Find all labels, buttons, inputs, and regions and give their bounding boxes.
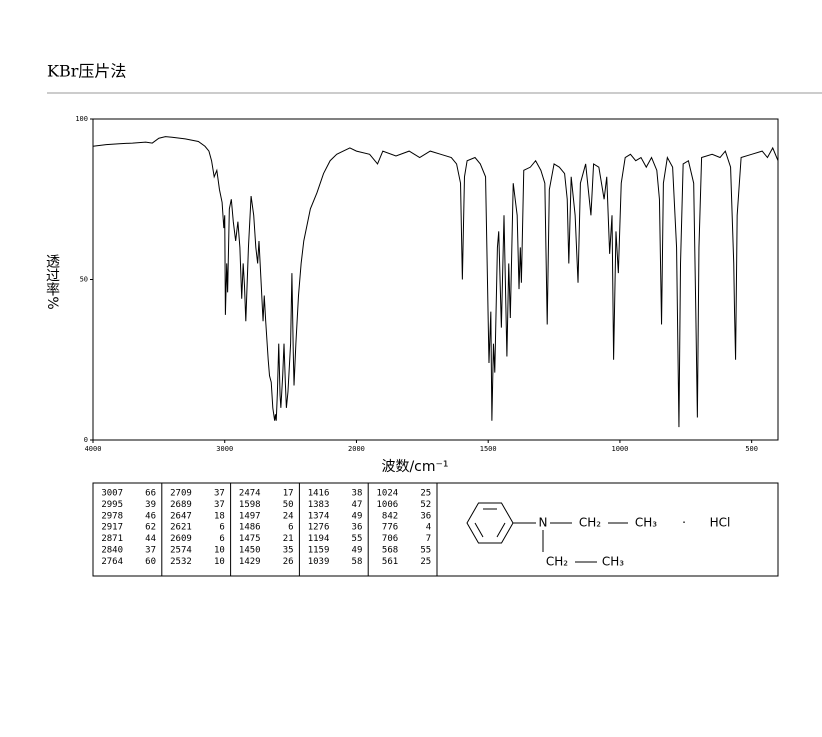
- peak-transmittance: 44: [145, 534, 156, 544]
- peak-wavenumber: 1486: [239, 523, 261, 533]
- x-tick-label: 1000: [611, 445, 628, 453]
- peak-wavenumber: 2917: [101, 523, 123, 533]
- peak-wavenumber: 2871: [101, 534, 123, 544]
- peak-transmittance: 17: [283, 489, 294, 499]
- peak-wavenumber: 3007: [101, 489, 123, 499]
- peak-wavenumber: 842: [382, 511, 398, 521]
- peak-wavenumber: 1429: [239, 557, 261, 567]
- atom-label: N: [539, 516, 548, 530]
- peak-transmittance: 4: [426, 523, 431, 533]
- peak-transmittance: 10: [214, 546, 225, 556]
- peak-wavenumber: 568: [382, 546, 398, 556]
- structure: [466, 502, 628, 563]
- peak-transmittance: 37: [145, 546, 156, 556]
- peak-transmittance: 52: [420, 500, 431, 510]
- x-tick-label: 3000: [216, 445, 233, 453]
- peak-transmittance: 37: [214, 500, 225, 510]
- peak-wavenumber: 2764: [101, 557, 123, 567]
- peak-wavenumber: 706: [382, 534, 398, 544]
- peak-transmittance: 6: [219, 534, 224, 544]
- peak-transmittance: 36: [352, 523, 363, 533]
- x-tick-label: 4000: [85, 445, 102, 453]
- peak-transmittance: 6: [219, 523, 224, 533]
- peak-transmittance: 55: [420, 546, 431, 556]
- peak-transmittance: 66: [145, 489, 156, 499]
- peak-transmittance: 49: [352, 511, 363, 521]
- peak-transmittance: 21: [283, 534, 294, 544]
- page-title: KBr压片法: [47, 62, 126, 81]
- group-label: CH₃: [635, 516, 657, 530]
- y-tick-label: 100: [75, 115, 88, 123]
- peak-wavenumber: 1159: [308, 546, 330, 556]
- peak-transmittance: 46: [145, 511, 156, 521]
- peak-wavenumber: 1276: [308, 523, 330, 533]
- peak-transmittance: 35: [283, 546, 294, 556]
- peak-transmittance: 58: [352, 557, 363, 567]
- peak-wavenumber: 1374: [308, 511, 330, 521]
- peak-transmittance: 37: [214, 489, 225, 499]
- peak-transmittance: 10: [214, 557, 225, 567]
- x-axis-label: 波数/cm⁻¹: [381, 459, 448, 475]
- peak-wavenumber: 2532: [170, 557, 192, 567]
- peak-transmittance: 25: [420, 557, 431, 567]
- peak-transmittance: 24: [283, 511, 294, 521]
- peak-wavenumber: 1194: [308, 534, 330, 544]
- y-tick-label: 50: [80, 276, 88, 284]
- x-tick-label: 500: [745, 445, 758, 453]
- peak-transmittance: 47: [352, 500, 363, 510]
- ring-bond: [496, 522, 506, 538]
- spectrum-line: [92, 136, 779, 428]
- peak-wavenumber: 561: [382, 557, 398, 567]
- peak-wavenumber: 2709: [170, 489, 192, 499]
- y-tick-label: 0: [84, 436, 88, 444]
- peak-transmittance: 7: [426, 534, 431, 544]
- peak-transmittance: 60: [145, 557, 156, 567]
- peak-transmittance: 49: [352, 546, 363, 556]
- peak-wavenumber: 2609: [170, 534, 192, 544]
- peak-wavenumber: 1006: [377, 500, 399, 510]
- table-frame: [92, 482, 779, 577]
- peak-wavenumber: 1024: [377, 489, 399, 499]
- y-axis-label: 透过率%: [44, 254, 60, 309]
- peak-transmittance: 25: [420, 489, 431, 499]
- peak-transmittance: 36: [420, 511, 431, 521]
- peak-wavenumber: 2474: [239, 489, 261, 499]
- salt-dot: ·: [682, 516, 686, 530]
- peak-transmittance: 18: [214, 511, 225, 521]
- peak-wavenumber: 2621: [170, 523, 192, 533]
- peak-wavenumber: 1497: [239, 511, 261, 521]
- peak-transmittance: 38: [352, 489, 363, 499]
- peak-transmittance: 26: [283, 557, 294, 567]
- peak-transmittance: 62: [145, 523, 156, 533]
- group-label: CH₂: [579, 516, 601, 530]
- peak-wavenumber: 1475: [239, 534, 261, 544]
- group-label: CH₃: [602, 555, 624, 569]
- benzene-ring: [466, 502, 514, 544]
- peak-wavenumber: 1450: [239, 546, 261, 556]
- group-label: CH₂: [546, 555, 568, 569]
- peak-wavenumber: 2647: [170, 511, 192, 521]
- x-tick-label: 2000: [348, 445, 365, 453]
- x-tick-label: 1500: [480, 445, 497, 453]
- peak-transmittance: 39: [145, 500, 156, 510]
- peak-transmittance: 55: [352, 534, 363, 544]
- peak-wavenumber: 1383: [308, 500, 330, 510]
- peak-wavenumber: 2840: [101, 546, 123, 556]
- peak-wavenumber: 776: [382, 523, 398, 533]
- plot-frame: [92, 118, 779, 441]
- peak-wavenumber: 2574: [170, 546, 192, 556]
- peak-wavenumber: 2689: [170, 500, 192, 510]
- peak-wavenumber: 2978: [101, 511, 123, 521]
- salt-label: HCl: [710, 516, 731, 530]
- peak-transmittance: 50: [283, 500, 294, 510]
- peak-wavenumber: 1416: [308, 489, 330, 499]
- peak-wavenumber: 1598: [239, 500, 261, 510]
- peak-transmittance: 6: [288, 523, 293, 533]
- peak-wavenumber: 2995: [101, 500, 123, 510]
- ring-bond: [474, 522, 484, 538]
- peak-wavenumber: 1039: [308, 557, 330, 567]
